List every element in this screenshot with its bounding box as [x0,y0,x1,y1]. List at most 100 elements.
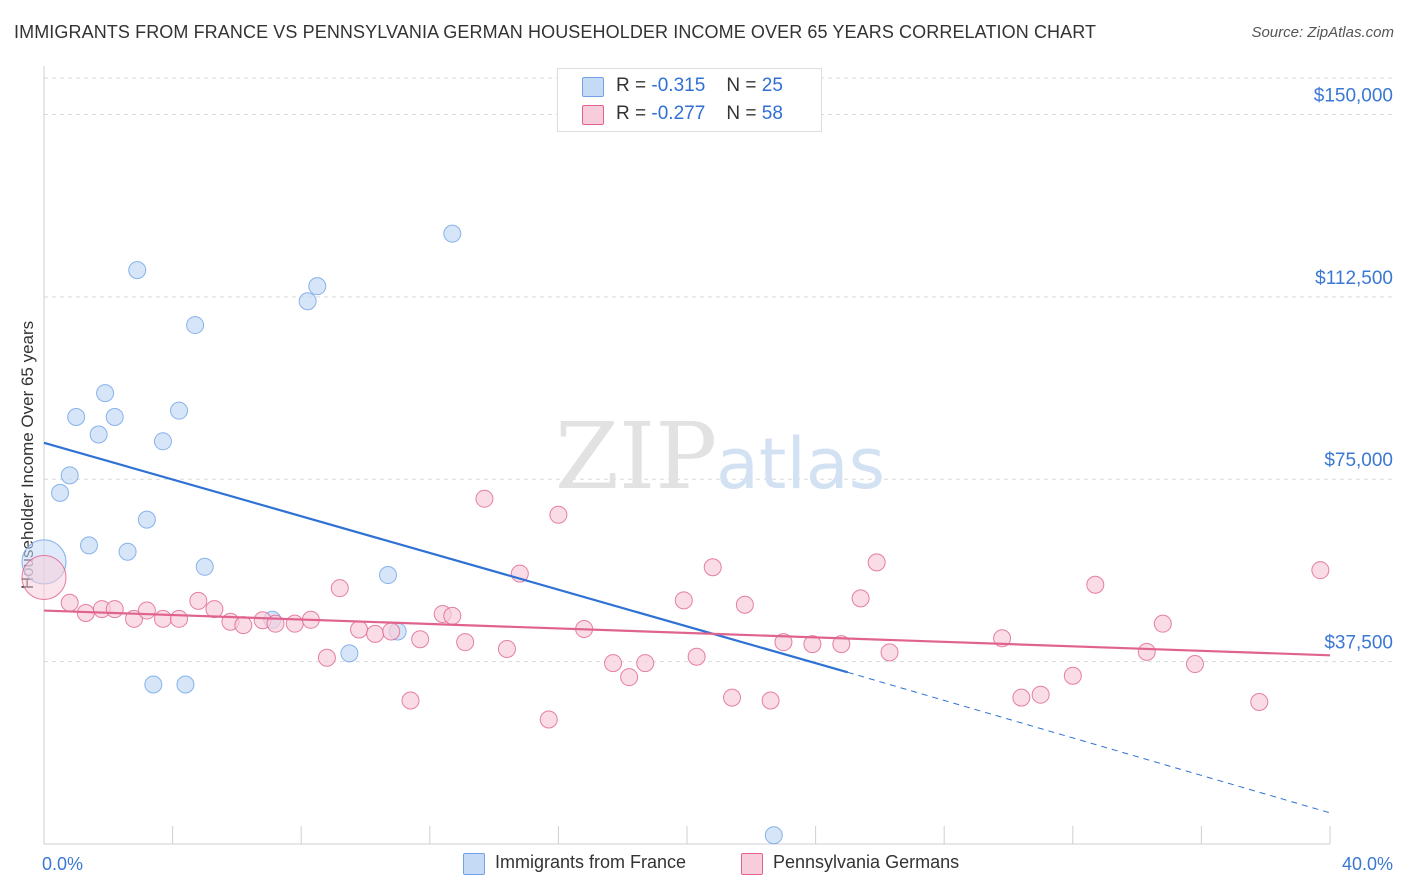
stats-r-value: -0.277 [651,103,706,124]
watermark-zip: ZIP [555,403,717,510]
pa-german-point [1153,614,1172,633]
france-point [51,483,70,502]
pa-german-point [366,624,385,643]
pa-german-point [401,691,420,710]
legend-label-pa-german: Pennsylvania Germans [773,852,960,872]
data-points [21,224,1330,845]
pa-german-point [170,609,189,628]
france-point [137,510,156,529]
y-tick-label: $75,000 [1324,450,1393,471]
source-label: Source: ZipAtlas.com [1251,24,1394,41]
stats-n-label: N = [726,103,757,124]
pa-german-point [382,622,401,641]
stats-n-value: 58 [761,103,783,124]
stats-n-value: 25 [761,75,783,96]
pa-german-point [105,600,124,619]
pa-german-point [411,630,430,649]
stats-swatch-pa-german [582,105,604,125]
pa-german-point [456,633,475,652]
pa-german-point [205,600,224,619]
pa-german-point [1250,692,1269,711]
pa-german-point [317,648,336,667]
pa-german-point [703,558,722,577]
pa-german-point [1185,655,1204,674]
france-trend-extension [847,671,1331,814]
pa-german-point [604,654,623,673]
x-tick-label: 40.0% [1342,854,1393,874]
pa-german-point [1063,666,1082,685]
pa-german-point [350,620,369,639]
pa-german-point [497,639,516,658]
pa-german-point [21,554,67,600]
legend-label-france: Immigrants from France [495,852,687,872]
pa-german-point [687,647,706,666]
pa-german-point [1311,561,1330,580]
pa-german-point [153,609,172,628]
stats-r-label: R = [616,103,647,124]
pa-german-point [803,635,822,654]
y-tick-label: $37,500 [1324,633,1393,654]
pa-german-point [674,591,693,610]
france-point [118,542,137,561]
pa-german-point [735,595,754,614]
stats-r-label: R = [616,75,647,96]
pa-german-point [620,668,639,687]
pa-german-point [636,654,655,673]
france-point [67,407,86,426]
y-tick-label: $150,000 [1314,85,1393,106]
stats-swatch-france [582,77,604,97]
france-point [96,384,115,403]
france-point [176,675,195,694]
pa-german-point [549,505,568,524]
pa-german-point [880,643,899,662]
correlation-stats-box: R = -0.315 N = 25 R = -0.277 N = 58 [557,68,822,132]
pa-german-point [189,591,208,610]
pa-german-point [137,601,156,620]
stats-n-label: N = [726,75,757,96]
france-point [153,432,172,451]
pa-german-point [1086,575,1105,594]
pa-german-point [539,710,558,729]
stats-r-value: -0.315 [651,75,706,96]
x-tick-label: 0.0% [42,854,83,874]
gridlines [44,77,1395,663]
watermark: ZIP atlas [555,403,885,510]
pa-german-point [234,616,253,635]
y-tick-label: $112,500 [1315,268,1393,289]
pa-german-point [330,579,349,598]
axes [43,66,1331,845]
france-point [80,536,99,555]
pa-german-point [60,593,79,612]
pa-german-point [774,633,793,652]
pa-german-point [993,629,1012,648]
france-point [340,644,359,663]
watermark-atlas: atlas [716,423,885,505]
france-point [105,407,124,426]
france-point [170,401,189,420]
pa-german-point [285,614,304,633]
pa-german-point [867,553,886,572]
france-point [128,261,147,280]
france-point [298,292,317,311]
trend-lines [43,441,1331,814]
legend-swatch-pa-german [741,853,763,875]
france-point [308,277,327,296]
tick-labels: $37,500 $75,000 $112,500 $150,000 0.0% 40.0% [42,85,1393,874]
pa-german-point [851,589,870,608]
pa-german-point [723,688,742,707]
france-point [186,316,205,335]
pa-german-point [475,489,494,508]
pa-german-trend-line [43,609,1331,657]
france-point [195,557,214,576]
pa-german-point [832,635,851,654]
france-point [443,224,462,243]
france-point [144,675,163,694]
pa-german-point [761,691,780,710]
pa-german-point [1031,685,1050,704]
france-point [89,425,108,444]
france-point [379,566,398,585]
chart-title: IMMIGRANTS FROM FRANCE VS PENNSYLVANIA G… [14,22,1097,42]
pa-german-point [1137,642,1156,661]
legend-swatch-france [463,853,485,875]
